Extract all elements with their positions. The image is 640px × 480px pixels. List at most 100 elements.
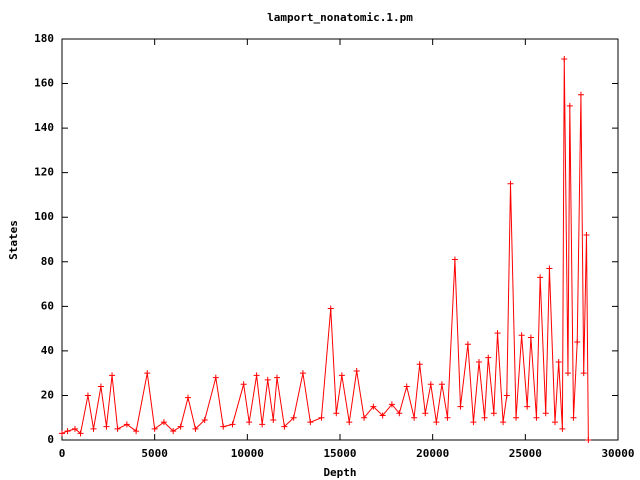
point-marker: [229, 421, 236, 428]
point-marker: [114, 425, 121, 432]
point-marker: [485, 354, 492, 361]
point-marker: [513, 414, 520, 421]
y-tick-label: 120: [34, 166, 54, 179]
point-marker: [570, 414, 577, 421]
point-marker: [490, 410, 497, 417]
x-tick-label: 25000: [509, 447, 542, 460]
point-marker: [577, 91, 584, 98]
point-marker: [559, 425, 566, 432]
point-marker: [299, 370, 306, 377]
x-tick-label: 10000: [231, 447, 264, 460]
point-marker: [240, 381, 247, 388]
point-marker: [177, 423, 184, 430]
point-marker: [542, 410, 549, 417]
point-marker: [253, 372, 260, 379]
point-marker: [561, 56, 568, 63]
point-marker: [84, 392, 91, 399]
point-marker: [524, 403, 531, 410]
point-marker: [185, 394, 192, 401]
point-marker: [273, 374, 280, 381]
point-marker: [264, 376, 271, 383]
point-marker: [160, 419, 167, 426]
y-tick-label: 40: [41, 344, 54, 357]
point-marker: [270, 416, 277, 423]
point-marker: [388, 401, 395, 408]
point-marker: [494, 330, 501, 337]
point-marker: [123, 421, 130, 428]
point-marker: [192, 425, 199, 432]
point-marker: [444, 414, 451, 421]
y-tick-label: 80: [41, 255, 54, 268]
point-marker: [170, 428, 177, 435]
y-tick-label: 100: [34, 210, 54, 223]
point-marker: [451, 256, 458, 263]
point-marker: [361, 414, 368, 421]
point-marker: [307, 419, 314, 426]
point-marker: [133, 428, 140, 435]
point-marker: [470, 419, 477, 426]
point-marker: [507, 180, 514, 187]
point-marker: [370, 403, 377, 410]
point-marker: [546, 265, 553, 272]
y-tick-label: 160: [34, 77, 54, 90]
point-marker: [338, 372, 345, 379]
y-tick-label: 60: [41, 299, 54, 312]
point-marker: [59, 430, 65, 437]
point-marker: [259, 421, 266, 428]
point-marker: [422, 410, 429, 417]
point-marker: [144, 370, 151, 377]
point-marker: [201, 416, 208, 423]
y-tick-label: 180: [34, 32, 54, 45]
point-marker: [333, 410, 340, 417]
point-marker: [580, 370, 587, 377]
point-marker: [327, 305, 334, 312]
point-marker: [481, 414, 488, 421]
x-tick-label: 15000: [323, 447, 356, 460]
y-tick-label: 140: [34, 121, 54, 134]
point-marker: [71, 425, 78, 432]
y-tick-label: 0: [47, 433, 54, 446]
x-tick-label: 5000: [141, 447, 168, 460]
point-marker: [438, 381, 445, 388]
point-marker: [427, 381, 434, 388]
point-marker: [500, 419, 507, 426]
point-marker: [411, 414, 418, 421]
plot-border: [61, 38, 619, 441]
point-marker: [457, 403, 464, 410]
point-marker: [518, 332, 525, 339]
data-line: [61, 59, 589, 441]
point-marker: [585, 437, 592, 443]
point-marker: [416, 361, 423, 368]
point-marker: [533, 414, 540, 421]
point-marker: [527, 334, 534, 341]
point-marker: [77, 430, 84, 437]
point-marker: [109, 372, 116, 379]
point-marker: [97, 383, 104, 390]
point-marker: [551, 419, 558, 426]
point-marker: [281, 423, 288, 430]
point-marker: [476, 359, 482, 366]
point-marker: [537, 274, 544, 281]
point-marker: [151, 425, 158, 432]
point-marker: [464, 341, 471, 348]
point-marker: [103, 423, 110, 430]
point-marker: [433, 419, 440, 426]
point-marker: [583, 232, 590, 239]
x-axis-label: Depth: [323, 466, 356, 479]
point-marker: [353, 367, 360, 374]
point-marker: [64, 428, 71, 435]
point-marker: [346, 419, 353, 426]
point-marker: [555, 359, 562, 366]
point-marker: [246, 419, 253, 426]
point-marker: [290, 414, 297, 421]
point-marker: [318, 414, 325, 421]
point-marker: [574, 338, 581, 345]
x-tick-label: 30000: [601, 447, 634, 460]
point-marker: [379, 412, 386, 419]
point-marker: [403, 383, 410, 390]
point-marker: [503, 392, 510, 399]
point-marker: [396, 410, 403, 417]
point-marker: [566, 102, 573, 109]
